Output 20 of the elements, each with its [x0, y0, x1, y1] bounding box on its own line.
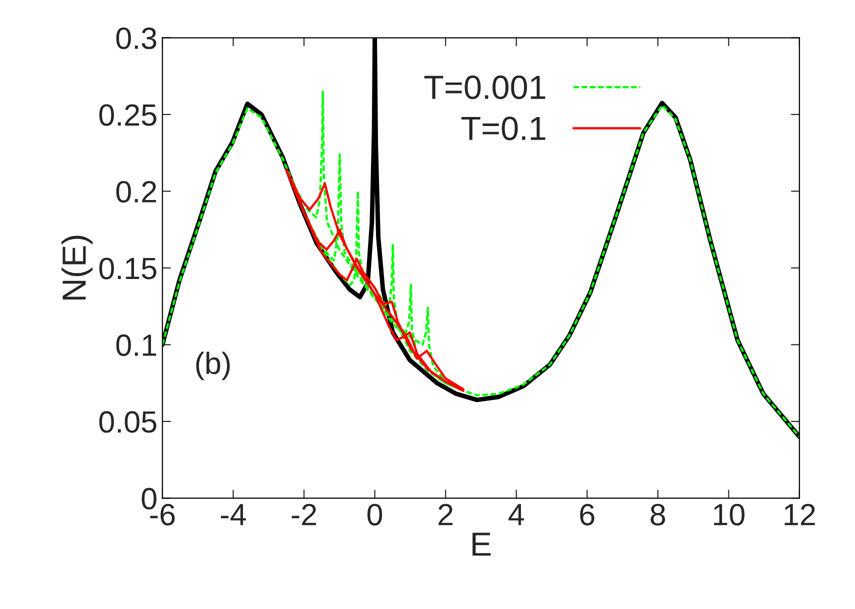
legend-label: T=0.001 — [424, 76, 546, 100]
x-tick-label: 6 — [580, 504, 594, 526]
x-tick-label: -2 — [292, 504, 316, 526]
y-tick-label: 0.05 — [99, 411, 156, 433]
y-tick-label: 0.25 — [99, 104, 156, 126]
x-tick-label: 4 — [508, 504, 524, 526]
x-tick-label: 0 — [367, 504, 382, 526]
y-tick-label: 0.1 — [116, 334, 156, 356]
legend-label: T=0.1 — [461, 116, 546, 140]
annotation: (b) — [196, 352, 230, 380]
x-axis-title: E — [472, 532, 491, 556]
y-tick-label: 0.3 — [116, 27, 156, 50]
y-tick-label: 0.15 — [99, 258, 156, 280]
x-tick-label: -4 — [221, 504, 246, 526]
x-tick-label: 10 — [714, 504, 744, 526]
x-tick-label: 12 — [784, 504, 815, 526]
y-tick-label: 0.2 — [116, 180, 156, 203]
y-axis-title: N(E) — [61, 236, 93, 300]
x-tick-label: 8 — [650, 504, 666, 526]
x-tick-label: 2 — [438, 504, 453, 526]
